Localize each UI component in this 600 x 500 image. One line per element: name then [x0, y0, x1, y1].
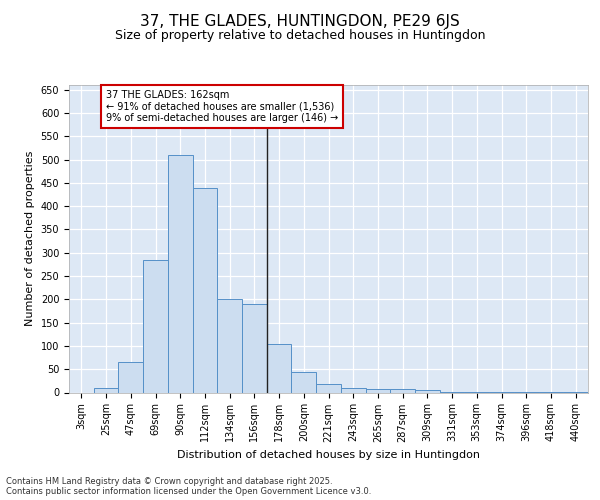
Bar	[415, 390, 440, 392]
X-axis label: Distribution of detached houses by size in Huntingdon: Distribution of detached houses by size …	[177, 450, 480, 460]
Bar	[94, 388, 118, 392]
Bar	[143, 260, 168, 392]
Y-axis label: Number of detached properties: Number of detached properties	[25, 151, 35, 326]
Bar	[390, 389, 415, 392]
Text: Size of property relative to detached houses in Huntingdon: Size of property relative to detached ho…	[115, 28, 485, 42]
Text: Contains HM Land Registry data © Crown copyright and database right 2025.
Contai: Contains HM Land Registry data © Crown c…	[6, 476, 371, 496]
Text: 37 THE GLADES: 162sqm
← 91% of detached houses are smaller (1,536)
9% of semi-de: 37 THE GLADES: 162sqm ← 91% of detached …	[106, 90, 338, 123]
Bar	[267, 344, 292, 392]
Bar	[168, 155, 193, 392]
Text: 37, THE GLADES, HUNTINGDON, PE29 6JS: 37, THE GLADES, HUNTINGDON, PE29 6JS	[140, 14, 460, 29]
Bar	[292, 372, 316, 392]
Bar	[242, 304, 267, 392]
Bar	[316, 384, 341, 392]
Bar	[193, 188, 217, 392]
Bar	[118, 362, 143, 392]
Bar	[341, 388, 365, 392]
Bar	[365, 389, 390, 392]
Bar	[217, 300, 242, 392]
